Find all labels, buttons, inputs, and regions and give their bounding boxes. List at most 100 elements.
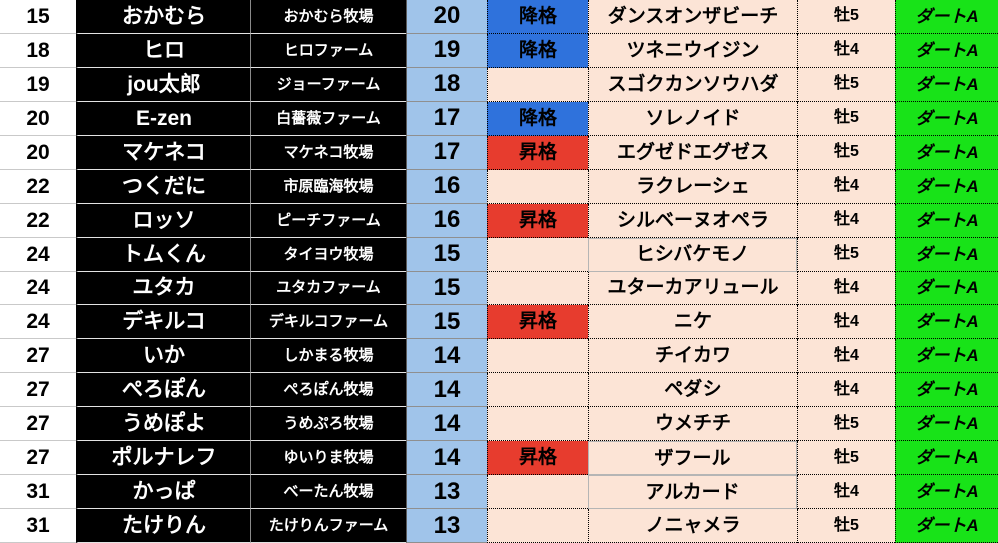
- grade-cell[interactable]: ダートA: [895, 475, 998, 510]
- rank-cell[interactable]: 20: [0, 101, 76, 136]
- owner-name-cell[interactable]: うめぽよ: [76, 407, 250, 442]
- grade-cell[interactable]: ダートA: [895, 67, 998, 102]
- owner-name-cell[interactable]: デキルコ: [76, 305, 250, 340]
- points-cell[interactable]: 18: [406, 67, 487, 102]
- rank-cell[interactable]: 31: [0, 509, 76, 543]
- status-cell[interactable]: 昇格: [487, 135, 588, 170]
- status-cell[interactable]: [487, 475, 588, 510]
- horse-name-cell[interactable]: ザフール: [588, 441, 797, 476]
- farm-name-cell[interactable]: ゆいりま牧場: [250, 441, 406, 476]
- owner-name-cell[interactable]: jou太郎: [76, 67, 250, 102]
- grade-cell[interactable]: ダートA: [895, 33, 998, 68]
- points-cell[interactable]: 15: [406, 305, 487, 340]
- farm-name-cell[interactable]: タイヨウ牧場: [250, 237, 406, 272]
- owner-name-cell[interactable]: ぺろぽん: [76, 373, 250, 408]
- farm-name-cell[interactable]: 白薔薇ファーム: [250, 101, 406, 136]
- horse-name-cell[interactable]: スゴクカンソウハダ: [588, 67, 797, 102]
- status-cell[interactable]: 降格: [487, 0, 588, 34]
- owner-name-cell[interactable]: いか: [76, 339, 250, 374]
- sex-age-cell[interactable]: 牡5: [797, 67, 895, 102]
- farm-name-cell[interactable]: 市原臨海牧場: [250, 169, 406, 204]
- status-cell[interactable]: [487, 373, 588, 408]
- sex-age-cell[interactable]: 牡5: [797, 441, 895, 476]
- horse-name-cell[interactable]: ニケ: [588, 305, 797, 340]
- status-cell[interactable]: 降格: [487, 101, 588, 136]
- sex-age-cell[interactable]: 牡4: [797, 271, 895, 306]
- sex-age-cell[interactable]: 牡4: [797, 475, 895, 510]
- rank-cell[interactable]: 19: [0, 67, 76, 102]
- horse-name-cell[interactable]: アルカード: [588, 475, 797, 510]
- owner-name-cell[interactable]: ポルナレフ: [76, 441, 250, 476]
- sex-age-cell[interactable]: 牡4: [797, 33, 895, 68]
- status-cell[interactable]: [487, 67, 588, 102]
- points-cell[interactable]: 14: [406, 339, 487, 374]
- horse-name-cell[interactable]: ラクレーシェ: [588, 169, 797, 204]
- farm-name-cell[interactable]: ぺろぽん牧場: [250, 373, 406, 408]
- grade-cell[interactable]: ダートA: [895, 509, 998, 543]
- sex-age-cell[interactable]: 牡4: [797, 373, 895, 408]
- owner-name-cell[interactable]: かっぱ: [76, 475, 250, 510]
- owner-name-cell[interactable]: ロッソ: [76, 203, 250, 238]
- farm-name-cell[interactable]: ユタカファーム: [250, 271, 406, 306]
- rank-cell[interactable]: 22: [0, 169, 76, 204]
- points-cell[interactable]: 16: [406, 203, 487, 238]
- sex-age-cell[interactable]: 牡5: [797, 101, 895, 136]
- rank-cell[interactable]: 31: [0, 475, 76, 510]
- status-cell[interactable]: [487, 237, 588, 272]
- rank-cell[interactable]: 27: [0, 373, 76, 408]
- points-cell[interactable]: 13: [406, 509, 487, 543]
- horse-name-cell[interactable]: ユターカアリュール: [588, 271, 797, 306]
- points-cell[interactable]: 17: [406, 135, 487, 170]
- status-cell[interactable]: [487, 407, 588, 442]
- sex-age-cell[interactable]: 牡5: [797, 0, 895, 34]
- horse-name-cell[interactable]: エグゼドエグゼス: [588, 135, 797, 170]
- owner-name-cell[interactable]: ヒロ: [76, 33, 250, 68]
- sex-age-cell[interactable]: 牡5: [797, 237, 895, 272]
- grade-cell[interactable]: ダートA: [895, 101, 998, 136]
- rank-cell[interactable]: 15: [0, 0, 76, 34]
- rank-cell[interactable]: 24: [0, 237, 76, 272]
- grade-cell[interactable]: ダートA: [895, 373, 998, 408]
- status-cell[interactable]: 降格: [487, 33, 588, 68]
- status-cell[interactable]: [487, 169, 588, 204]
- points-cell[interactable]: 14: [406, 373, 487, 408]
- owner-name-cell[interactable]: たけりん: [76, 509, 250, 543]
- owner-name-cell[interactable]: おかむら: [76, 0, 250, 34]
- farm-name-cell[interactable]: おかむら牧場: [250, 0, 406, 34]
- status-cell[interactable]: [487, 339, 588, 374]
- sex-age-cell[interactable]: 牡5: [797, 509, 895, 543]
- rank-cell[interactable]: 24: [0, 305, 76, 340]
- grade-cell[interactable]: ダートA: [895, 271, 998, 306]
- horse-name-cell[interactable]: ヒシバケモノ: [588, 237, 797, 272]
- grade-cell[interactable]: ダートA: [895, 0, 998, 34]
- farm-name-cell[interactable]: しかまる牧場: [250, 339, 406, 374]
- horse-name-cell[interactable]: ツネニウイジン: [588, 33, 797, 68]
- status-cell[interactable]: 昇格: [487, 305, 588, 340]
- rank-cell[interactable]: 22: [0, 203, 76, 238]
- sex-age-cell[interactable]: 牡5: [797, 407, 895, 442]
- status-cell[interactable]: 昇格: [487, 203, 588, 238]
- farm-name-cell[interactable]: マケネコ牧場: [250, 135, 406, 170]
- points-cell[interactable]: 16: [406, 169, 487, 204]
- farm-name-cell[interactable]: べーたん牧場: [250, 475, 406, 510]
- farm-name-cell[interactable]: ヒロファーム: [250, 33, 406, 68]
- owner-name-cell[interactable]: ユタカ: [76, 271, 250, 306]
- farm-name-cell[interactable]: ジョーファーム: [250, 67, 406, 102]
- rank-cell[interactable]: 20: [0, 135, 76, 170]
- sex-age-cell[interactable]: 牡4: [797, 203, 895, 238]
- owner-name-cell[interactable]: マケネコ: [76, 135, 250, 170]
- rank-cell[interactable]: 27: [0, 441, 76, 476]
- status-cell[interactable]: [487, 509, 588, 543]
- rank-cell[interactable]: 27: [0, 407, 76, 442]
- points-cell[interactable]: 20: [406, 0, 487, 34]
- grade-cell[interactable]: ダートA: [895, 203, 998, 238]
- farm-name-cell[interactable]: うめぷろ牧場: [250, 407, 406, 442]
- grade-cell[interactable]: ダートA: [895, 305, 998, 340]
- points-cell[interactable]: 17: [406, 101, 487, 136]
- horse-name-cell[interactable]: シルベーヌオペラ: [588, 203, 797, 238]
- rank-cell[interactable]: 18: [0, 33, 76, 68]
- horse-name-cell[interactable]: ダンスオンザビーチ: [588, 0, 797, 34]
- owner-name-cell[interactable]: トムくん: [76, 237, 250, 272]
- sex-age-cell[interactable]: 牡4: [797, 305, 895, 340]
- owner-name-cell[interactable]: つくだに: [76, 169, 250, 204]
